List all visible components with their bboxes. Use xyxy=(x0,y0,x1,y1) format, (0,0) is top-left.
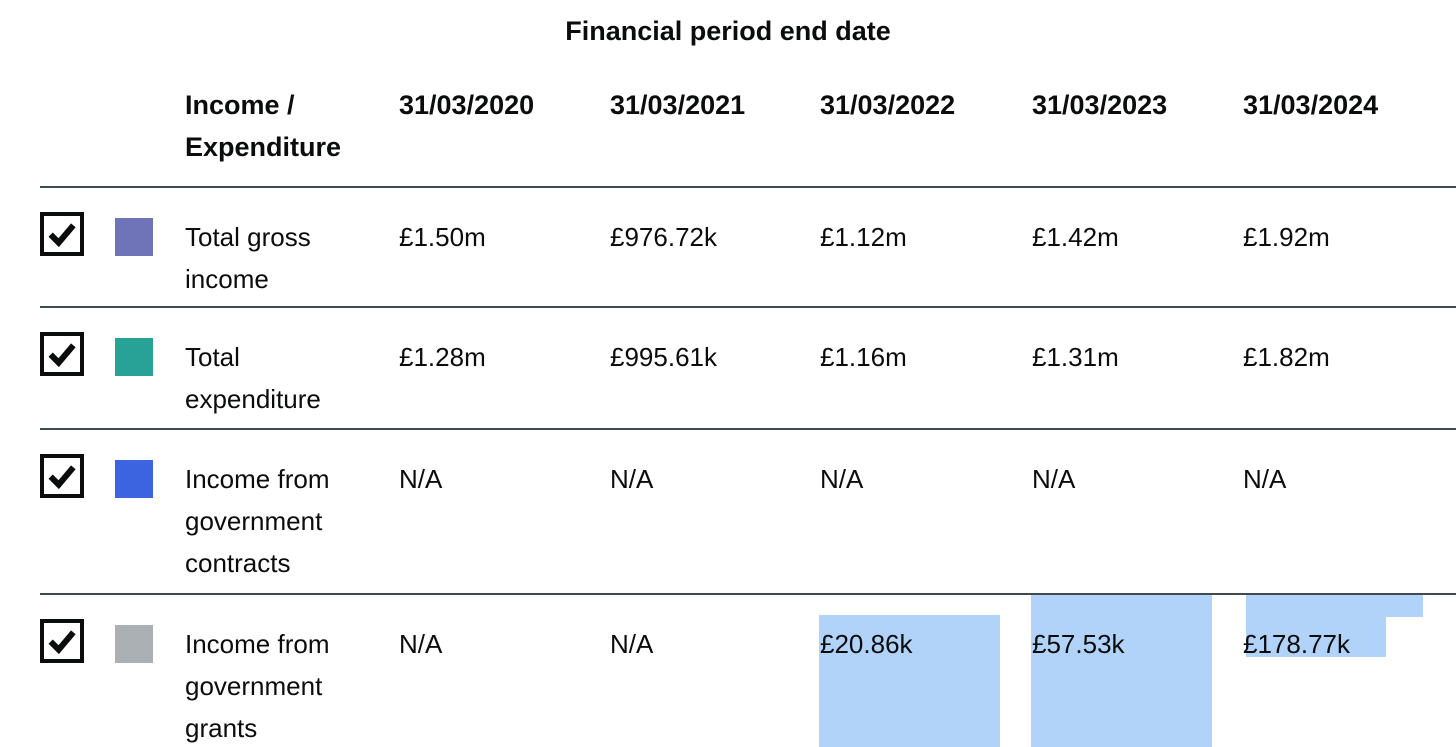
checkbox-cell xyxy=(40,308,115,376)
series-color-swatch xyxy=(115,218,153,256)
value-cell: £1.28m xyxy=(399,342,486,372)
value-cell: £976.72k xyxy=(610,222,717,252)
text-selection-highlight xyxy=(1031,595,1212,747)
value-cell: £1.92m xyxy=(1243,222,1330,252)
checkbox-cell xyxy=(40,430,115,498)
column-header-date-2020: 31/03/2020 xyxy=(399,90,535,120)
swatch-cell xyxy=(115,595,185,663)
series-color-swatch xyxy=(115,338,153,376)
text-selection-highlight xyxy=(1246,617,1386,657)
row-label: Income from government grants xyxy=(185,629,330,743)
value-cell: £1.42m xyxy=(1032,222,1119,252)
checkbox-cell xyxy=(40,188,115,256)
value-cell: £1.82m xyxy=(1243,342,1330,372)
swatch-cell xyxy=(115,430,185,498)
value-cell: £995.61k xyxy=(610,342,717,372)
series-color-swatch xyxy=(115,625,153,663)
value-cell: £1.31m xyxy=(1032,342,1119,372)
value-cell: £1.12m xyxy=(820,222,907,252)
value-cell: N/A xyxy=(610,629,654,659)
series-checkbox[interactable] xyxy=(40,454,84,498)
row-label: Total expenditure xyxy=(185,342,321,414)
check-icon xyxy=(48,630,76,655)
column-header-date-2023: 31/03/2023 xyxy=(1032,90,1168,120)
check-icon xyxy=(48,343,76,368)
value-cell-selected: £57.53k xyxy=(1032,629,1125,659)
series-checkbox[interactable] xyxy=(40,212,84,256)
value-cell-selected: £178.77k xyxy=(1243,629,1350,659)
column-header-date-2024: 31/03/2024 xyxy=(1243,90,1379,120)
checkbox-cell xyxy=(40,595,115,663)
column-header-label: Income / Expenditure xyxy=(185,90,342,162)
series-color-swatch xyxy=(115,460,153,498)
value-cell: N/A xyxy=(820,464,864,494)
column-header-date-2022: 31/03/2022 xyxy=(820,90,956,120)
text-selection-highlight xyxy=(1246,595,1423,617)
value-cell: £1.50m xyxy=(399,222,486,252)
table-row-income-government-contracts: Income from government contracts N/A N/A… xyxy=(40,428,1456,593)
swatch-cell xyxy=(115,188,185,256)
value-cell: £1.16m xyxy=(820,342,907,372)
value-cell-selected: £20.86k xyxy=(820,629,913,659)
row-label: Income from government contracts xyxy=(185,464,330,578)
page-title: Financial period end date xyxy=(565,16,891,46)
row-label: Total gross income xyxy=(185,222,311,294)
value-cell: N/A xyxy=(1243,464,1287,494)
column-header-date-2021: 31/03/2021 xyxy=(610,90,746,120)
swatch-cell xyxy=(115,308,185,376)
check-icon xyxy=(48,223,76,248)
value-cell: N/A xyxy=(1032,464,1076,494)
table-header-row: Income / Expenditure 31/03/2020 31/03/20… xyxy=(40,48,1456,186)
value-cell: N/A xyxy=(399,629,443,659)
value-cell: N/A xyxy=(399,464,443,494)
financial-history-table: Income / Expenditure 31/03/2020 31/03/20… xyxy=(40,48,1456,747)
series-checkbox[interactable] xyxy=(40,619,84,663)
series-checkbox[interactable] xyxy=(40,332,84,376)
check-icon xyxy=(48,465,76,490)
table-row-total-gross-income: Total gross income £1.50m £976.72k £1.12… xyxy=(40,186,1456,306)
value-cell: N/A xyxy=(610,464,654,494)
table-row-income-government-grants: Income from government grants N/A N/A £2… xyxy=(40,593,1456,747)
text-selection-highlight xyxy=(819,615,1000,747)
table-row-total-expenditure: Total expenditure £1.28m £995.61k £1.16m… xyxy=(40,306,1456,428)
